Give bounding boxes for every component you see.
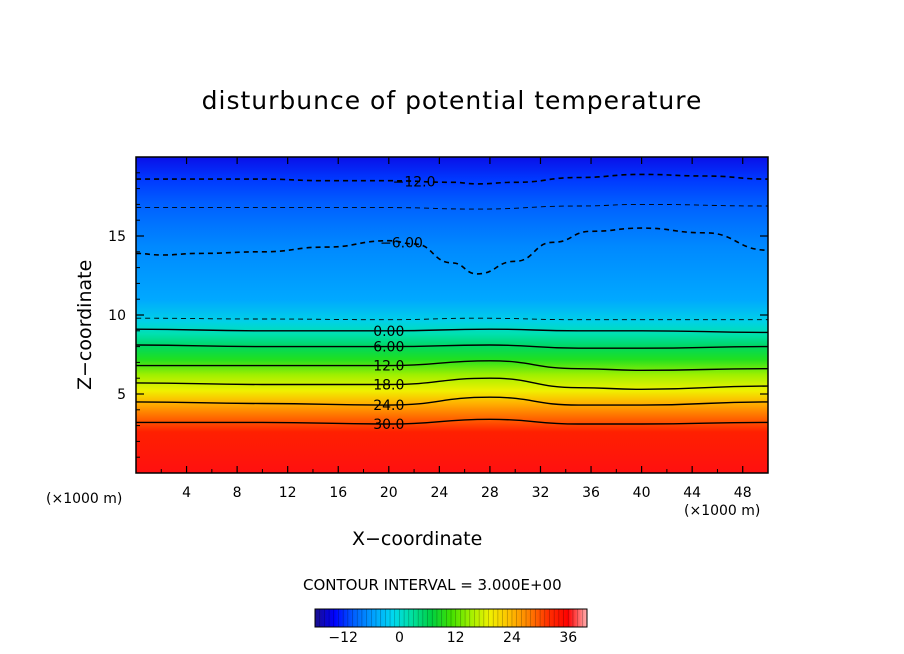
contour-label-5: 6.00 (373, 340, 404, 356)
contour-interval-text: CONTOUR INTERVAL = 3.000E+00 (303, 576, 562, 594)
contour-line-2 (136, 227, 768, 275)
x-axis-unit-label: (×1000 m) (684, 503, 761, 519)
contour-line-5 (136, 344, 768, 349)
chart-title: disturbunce of potential temperature (201, 86, 703, 115)
contour-label-9: 30.0 (373, 417, 404, 433)
colorbar-tick-label-2: 12 (447, 630, 465, 646)
shaded-field (136, 157, 768, 473)
colorbar: −12 0 12 24 36 (314, 608, 588, 646)
x-tick-label-2: 12 (279, 485, 297, 501)
x-tick-label-3: 16 (329, 485, 347, 501)
contour-label-6: 12.0 (373, 359, 404, 375)
x-tick-label-8: 36 (582, 485, 600, 501)
contour-label-0: −12.0 (393, 174, 436, 190)
contour-label-8: 24.0 (373, 398, 404, 414)
contour-line-9 (136, 418, 768, 425)
colorbar-bar (314, 608, 588, 628)
contour-line-8 (136, 396, 768, 406)
colorbar-tick-label-3: 24 (503, 630, 521, 646)
colorbar-tick-label-1: 0 (395, 630, 404, 646)
contour-lines: −12.0 −6.00 0.006.00 12.0 18.0 24.0 30.0 (136, 173, 768, 433)
contour-label-7: 18.0 (373, 378, 404, 394)
y-tick-label-2: 15 (108, 229, 126, 245)
contour-line-1 (136, 203, 768, 210)
y-tick-label-0: 5 (117, 387, 126, 403)
x-tick-label-11: 48 (734, 485, 752, 501)
x-tick-label-9: 40 (633, 485, 651, 501)
contour-line-0 (136, 173, 768, 185)
y-axis-label: Z−coordinate (74, 259, 96, 390)
x-tick-label-10: 44 (683, 485, 701, 501)
x-tick-label-1: 8 (233, 485, 242, 501)
x-tick-label-6: 28 (481, 485, 499, 501)
contour-line-7 (136, 377, 768, 391)
x-tick-label-7: 32 (532, 485, 550, 501)
x-axis-label: X−coordinate (352, 528, 483, 550)
x-tick-label-4: 20 (380, 485, 398, 501)
x-tick-label-5: 24 (430, 485, 448, 501)
contour-label-4: 0.00 (373, 324, 404, 340)
contour-label-2: −6.00 (380, 235, 423, 251)
y-axis: 5 10 15 (108, 172, 768, 458)
x-origin-unit-label: (×1000 m) (46, 491, 123, 507)
contour-line-4 (136, 328, 768, 334)
contour-line-3 (136, 317, 768, 321)
colorbar-tick-label-0: −12 (328, 630, 358, 646)
colorbar-tick-label-4: 36 (559, 630, 577, 646)
x-axis: 4 8 12 16 20 24 28 32 36 40 44 48 (160, 157, 752, 501)
contour-line-6 (136, 360, 768, 372)
y-tick-label-1: 10 (108, 308, 126, 324)
x-tick-label-0: 4 (182, 485, 191, 501)
